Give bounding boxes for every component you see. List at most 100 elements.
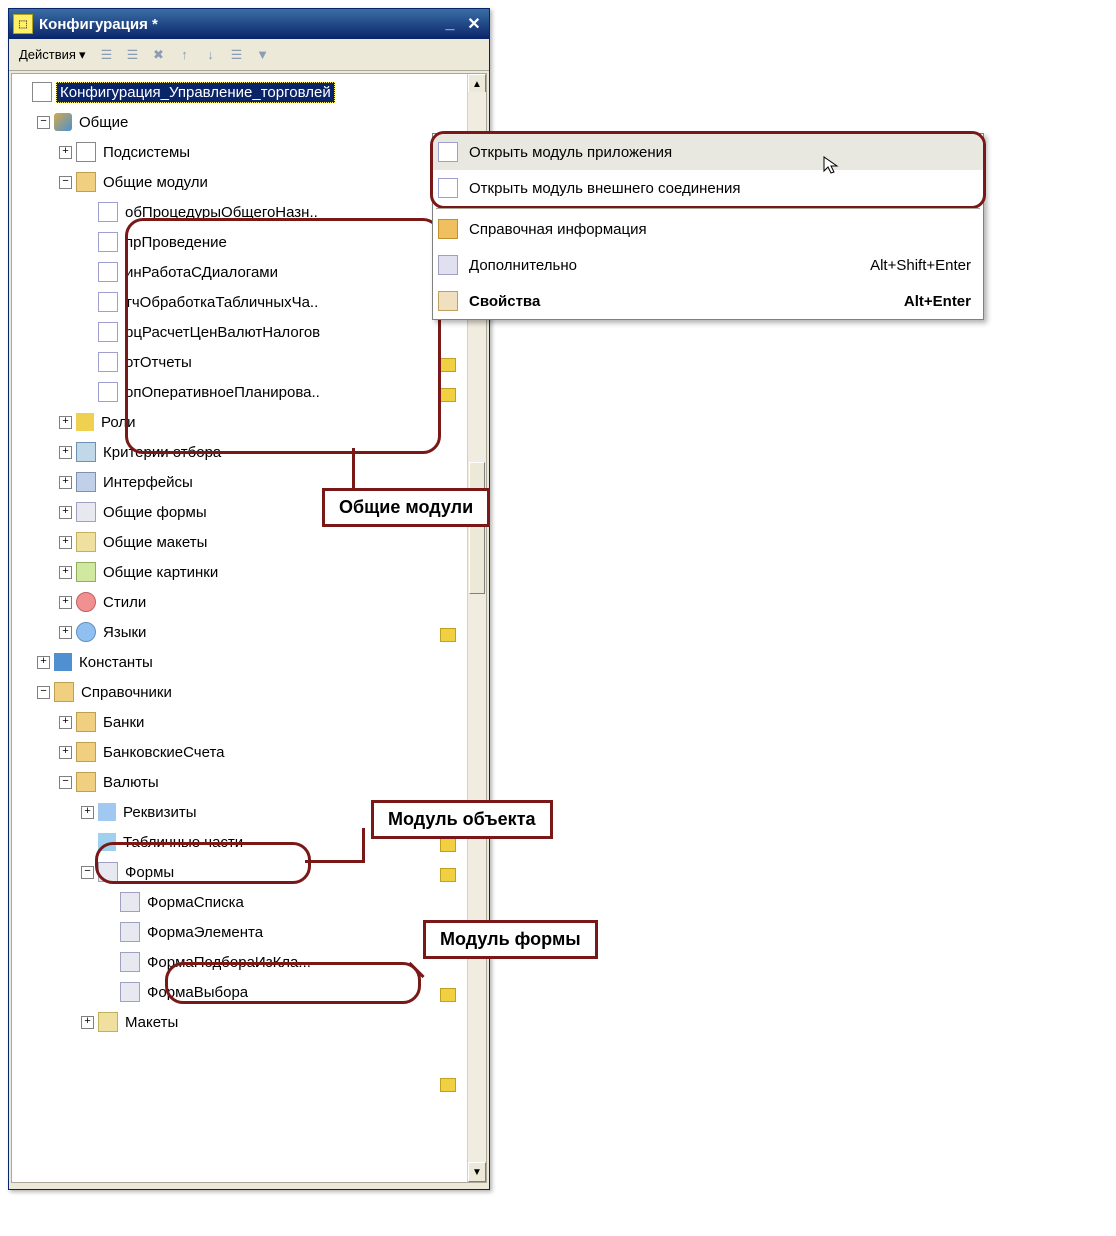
puzzle-icon [54, 113, 72, 131]
node-module[interactable]: тчОбработкаТабличныхЧа.. [15, 287, 486, 317]
form-icon [120, 982, 140, 1002]
expander-icon[interactable]: − [59, 176, 72, 189]
scroll-thumb[interactable] [469, 462, 485, 594]
tb-icon-filter[interactable]: ▼ [252, 44, 274, 66]
node-bank-accounts[interactable]: + БанковскиеСчета [15, 737, 486, 767]
expander-icon[interactable]: − [59, 776, 72, 789]
folder-icon [76, 742, 96, 762]
actions-button[interactable]: Действия ▾ [13, 45, 92, 65]
expander-icon[interactable]: − [37, 686, 50, 699]
ctx-shortcut: Alt+Shift+Enter [870, 257, 983, 274]
marker-icon [440, 868, 456, 882]
callout-common-modules: Общие модули [322, 488, 490, 527]
annot-line [362, 828, 365, 863]
node-module[interactable]: опОперативноеПланирова.. [15, 377, 486, 407]
node-form-sel[interactable]: ФормаВыбора [15, 977, 486, 1007]
node-module[interactable]: прПроведение [15, 227, 486, 257]
root-label: Конфигурация_Управление_торговлей [56, 82, 335, 103]
ctx-open-ext-conn[interactable]: Открыть модуль внешнего соединения [433, 170, 983, 206]
template-icon [76, 532, 96, 552]
minimize-button[interactable]: _ [439, 14, 461, 34]
language-icon [76, 622, 96, 642]
close-button[interactable]: ✕ [463, 14, 485, 34]
node-languages[interactable]: + Языки [15, 617, 486, 647]
expander-icon[interactable]: + [59, 626, 72, 639]
node-form-pick[interactable]: ФормаПодбораИзКла... [15, 947, 486, 977]
ctx-help-info[interactable]: Справочная информация [433, 211, 983, 247]
node-label: обПроцедурыОбщегоНазн.. [122, 203, 321, 222]
expander-icon[interactable]: − [37, 116, 50, 129]
node-subsystems[interactable]: + Подсистемы [15, 137, 486, 167]
expander-icon[interactable]: + [81, 1016, 94, 1029]
config-icon [32, 82, 52, 102]
expander-icon[interactable]: + [37, 656, 50, 669]
node-common[interactable]: − Общие [15, 107, 486, 137]
node-module[interactable]: обПроцедурыОбщегоНазн.. [15, 197, 486, 227]
folder-icon [76, 712, 96, 732]
expander-icon[interactable]: + [59, 476, 72, 489]
tree-area: Конфигурация_Управление_торговлей − Общи… [11, 73, 487, 1183]
expander-icon[interactable]: + [59, 536, 72, 549]
node-styles[interactable]: + Стили [15, 587, 486, 617]
node-common-modules[interactable]: − Общие модули [15, 167, 486, 197]
window-title: Конфигурация * [39, 16, 437, 33]
tb-icon-3[interactable]: ✖ [148, 44, 170, 66]
expander-icon[interactable]: + [59, 146, 72, 159]
context-menu: Открыть модуль приложения Открыть модуль… [432, 133, 984, 320]
expander-icon[interactable]: + [59, 566, 72, 579]
toolbar: Действия ▾ ☰ ☰ ✖ ↑ ↓ ☰ ▼ [9, 39, 489, 71]
node-label: Валюты [100, 773, 162, 792]
ctx-properties[interactable]: Свойства Alt+Enter [433, 283, 983, 319]
node-constants[interactable]: + Константы [15, 647, 486, 677]
node-module[interactable]: рцРасчетЦенВалютНалогов [15, 317, 486, 347]
expander-icon[interactable]: − [81, 866, 94, 879]
tree-root[interactable]: Конфигурация_Управление_торговлей [15, 77, 486, 107]
node-templates[interactable]: + Макеты [15, 1007, 486, 1037]
expander-icon[interactable]: + [59, 746, 72, 759]
node-module[interactable]: отОтчеты [15, 347, 486, 377]
titlebar[interactable]: ⬚ Конфигурация * _ ✕ [9, 9, 489, 39]
expander-icon[interactable]: + [59, 416, 72, 429]
ctx-additional[interactable]: Дополнительно Alt+Shift+Enter [433, 247, 983, 283]
module-icon [98, 292, 118, 312]
node-roles[interactable]: + Роли [15, 407, 486, 437]
ctx-separator [436, 208, 980, 209]
node-form-list[interactable]: ФормаСписка [15, 887, 486, 917]
node-label: Табличные части [120, 833, 246, 852]
node-currencies[interactable]: − Валюты [15, 767, 486, 797]
marker-icon [440, 388, 456, 402]
expander-icon[interactable]: + [59, 446, 72, 459]
expander-icon[interactable]: + [81, 806, 94, 819]
marker-icon [440, 628, 456, 642]
tb-icon-down[interactable]: ↓ [200, 44, 222, 66]
node-banks[interactable]: + Банки [15, 707, 486, 737]
ctx-shortcut: Alt+Enter [904, 293, 983, 310]
config-tree[interactable]: Конфигурация_Управление_торговлей − Общи… [12, 74, 486, 1040]
expander-icon[interactable]: + [59, 716, 72, 729]
node-label: Подсистемы [100, 143, 193, 162]
context-menu-highlight: Открыть модуль приложения Открыть модуль… [430, 131, 986, 209]
node-common-templates[interactable]: + Общие макеты [15, 527, 486, 557]
ctx-open-app-module[interactable]: Открыть модуль приложения [433, 134, 983, 170]
node-criteria[interactable]: + Критерии отбора [15, 437, 486, 467]
form-icon [76, 502, 96, 522]
scroll-down-button[interactable]: ▼ [468, 1162, 486, 1182]
node-directories[interactable]: − Справочники [15, 677, 486, 707]
node-common-pictures[interactable]: + Общие картинки [15, 557, 486, 587]
expander-icon[interactable]: + [59, 506, 72, 519]
node-forms[interactable]: − Формы [15, 857, 486, 887]
tb-icon-1[interactable]: ☰ [96, 44, 118, 66]
node-form-elem[interactable]: ФормаЭлемента [15, 917, 486, 947]
app-icon: ⬚ [13, 14, 33, 34]
form-icon [120, 892, 140, 912]
node-module[interactable]: инРаботаСДиалогами [15, 257, 486, 287]
expander-icon[interactable]: + [59, 596, 72, 609]
properties-icon [438, 291, 458, 311]
node-label: тчОбработкаТабличныхЧа.. [122, 293, 321, 312]
tb-icon-up[interactable]: ↑ [174, 44, 196, 66]
node-label: Реквизиты [120, 803, 200, 822]
scroll-up-button[interactable]: ▲ [468, 74, 486, 94]
tb-icon-sort[interactable]: ☰ [226, 44, 248, 66]
module-icon [98, 382, 118, 402]
tb-icon-2[interactable]: ☰ [122, 44, 144, 66]
